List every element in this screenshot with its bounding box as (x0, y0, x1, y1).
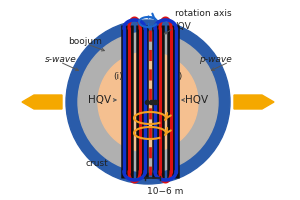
Text: (i): (i) (113, 72, 123, 80)
Text: 10−6 m: 10−6 m (147, 188, 183, 196)
Circle shape (98, 52, 198, 152)
FancyArrow shape (22, 95, 62, 109)
Text: s-wave: s-wave (45, 55, 77, 64)
Text: HQV: HQV (185, 95, 208, 105)
Text: p-wave: p-wave (199, 55, 232, 64)
Text: boojum: boojum (68, 38, 102, 46)
Text: rotation axis: rotation axis (175, 9, 232, 19)
FancyArrow shape (234, 95, 274, 109)
Text: HQV: HQV (88, 95, 112, 105)
Circle shape (78, 32, 218, 172)
Text: crust: crust (85, 158, 108, 168)
Text: (ii): (ii) (170, 72, 182, 80)
Circle shape (66, 20, 230, 184)
Text: IQV: IQV (175, 21, 191, 30)
